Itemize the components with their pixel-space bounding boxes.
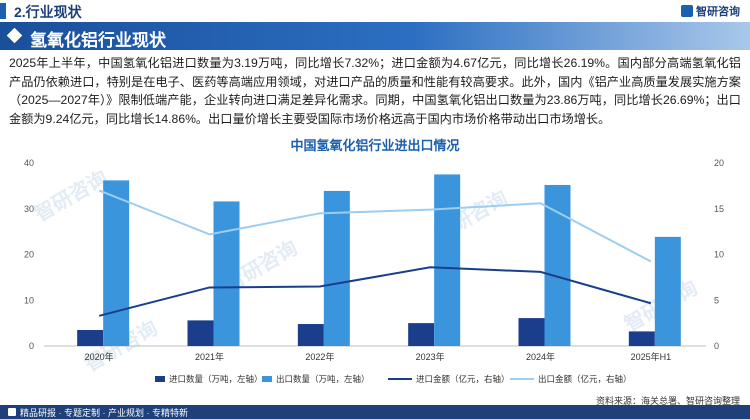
import-volume-bar xyxy=(408,323,435,346)
page-title: 氢氧化铝行业现状 xyxy=(30,31,166,50)
legend-label: 出口数量（万吨，左轴） xyxy=(276,374,370,384)
left-y-tick-label: 0 xyxy=(29,341,34,351)
right-y-tick-label: 0 xyxy=(714,341,719,351)
legend-label: 进口金额（亿元，右轴） xyxy=(416,374,510,384)
intro-paragraph: 2025年上半年，中国氢氧化铝进口数量为3.19万吨，同比增长7.32%；进口金… xyxy=(9,56,741,126)
import-volume-bar xyxy=(297,324,324,346)
legend-swatch xyxy=(262,376,272,382)
export-volume-bar xyxy=(323,190,350,346)
export-volume-bar xyxy=(654,236,681,346)
legend-label: 进口数量（万吨，左轴） xyxy=(169,374,263,384)
left-y-tick-label: 10 xyxy=(24,295,34,305)
legend-item: 出口数量（万吨，左轴） xyxy=(262,373,370,385)
left-y-tick-label: 40 xyxy=(24,158,34,168)
import-volume-bar xyxy=(187,320,214,346)
diamond-icon xyxy=(6,27,23,44)
right-y-tick-label: 15 xyxy=(714,204,724,214)
footer-icon xyxy=(8,408,16,416)
logo-text: 智研咨询 xyxy=(696,6,740,18)
right-y-tick-label: 20 xyxy=(714,158,724,168)
section-title: 2.行业现状 xyxy=(14,4,82,20)
import-value-line xyxy=(98,266,652,317)
export-volume-bar xyxy=(544,184,571,346)
x-tick-label: 2024年 xyxy=(526,351,555,362)
source-note: 资料来源：海关总署、智研咨询整理 xyxy=(595,396,740,406)
left-y-tick-label: 30 xyxy=(24,204,34,214)
legend-swatch xyxy=(510,378,534,380)
import-volume-bar xyxy=(518,318,545,346)
import-volume-bar xyxy=(628,331,655,346)
brand-logo: 智研咨询 xyxy=(681,3,740,19)
export-volume-bar xyxy=(103,180,130,346)
right-y-tick-label: 10 xyxy=(714,250,724,260)
x-tick-label: 2023年 xyxy=(416,351,445,362)
import-volume-bar xyxy=(77,329,104,346)
legend-swatch xyxy=(155,376,165,382)
import-export-chart: 0 10 20 30 40 0 5 10 15 20 2020年 2021年 2022年 2023年 202… xyxy=(24,158,724,362)
x-tick-label: 2021年 xyxy=(195,351,224,362)
left-y-tick-label: 20 xyxy=(24,250,34,260)
chart-legend: 进口数量（万吨，左轴） 出口数量（万吨，左轴） 进口金额（亿元，右轴） 出口金额（亿元… xyxy=(0,373,750,387)
legend-swatch xyxy=(388,378,412,380)
export-value-line xyxy=(98,189,652,263)
chart-title: 中国氢氧化铝行业进出口情况 xyxy=(290,138,460,153)
top-bar: 2.行业现状 智研咨询 xyxy=(0,0,750,22)
x-tick-label: 2022年 xyxy=(305,351,334,362)
legend-label: 出口金额（亿元，右轴） xyxy=(538,374,632,384)
logo-icon xyxy=(681,5,693,17)
footer-bar: 精品研报 · 专题定制 · 产业规划 · 专精特新 xyxy=(0,405,750,419)
legend-item: 出口金额（亿元，右轴） xyxy=(510,373,632,385)
x-tick-label: 2025年H1 xyxy=(631,351,672,362)
title-banner: 氢氧化铝行业现状 xyxy=(0,22,750,50)
footer-text: 精品研报 · 专题定制 · 产业规划 · 专精特新 xyxy=(20,408,188,418)
export-volume-bar xyxy=(213,201,240,346)
export-volume-bar xyxy=(434,174,461,346)
legend-item: 进口金额（亿元，右轴） xyxy=(388,373,510,385)
section-accent xyxy=(0,3,6,19)
legend-item: 进口数量（万吨，左轴） xyxy=(155,373,263,385)
x-tick-label: 2020年 xyxy=(85,351,114,362)
right-y-tick-label: 5 xyxy=(714,295,719,305)
